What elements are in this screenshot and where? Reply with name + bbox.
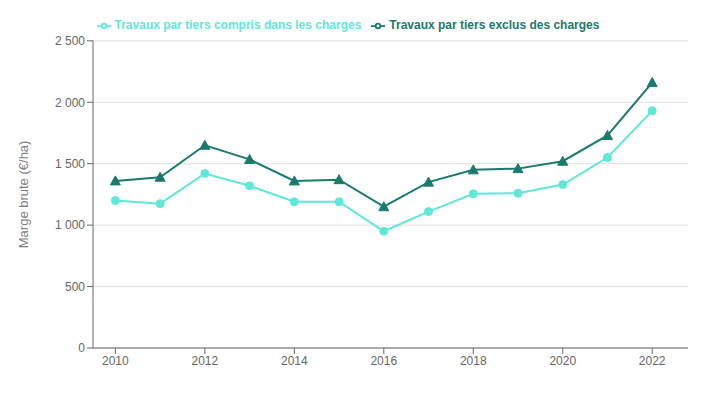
svg-text:2020: 2020 <box>549 354 576 368</box>
svg-text:2 500: 2 500 <box>55 34 85 48</box>
svg-text:2018: 2018 <box>460 354 487 368</box>
html-text:Travaux par tiers exclus des c: Travaux par tiers exclus des charges <box>389 18 600 32</box>
svg-text:1 500: 1 500 <box>55 157 85 171</box>
svg-text:2016: 2016 <box>370 354 397 368</box>
svg-text:500: 500 <box>65 280 85 294</box>
svg-text:2014: 2014 <box>281 354 308 368</box>
svg-text:2 000: 2 000 <box>55 96 85 110</box>
html-text:Travaux par tiers compris dans: Travaux par tiers compris dans les charg… <box>114 18 362 32</box>
svg-text:0: 0 <box>78 341 85 355</box>
svg-text:2010: 2010 <box>102 354 129 368</box>
svg-text:Marge brute (€/ha): Marge brute (€/ha) <box>16 141 31 249</box>
svg-text:2022: 2022 <box>639 354 666 368</box>
svg-text:2012: 2012 <box>191 354 218 368</box>
svg-text:1 000: 1 000 <box>55 218 85 232</box>
